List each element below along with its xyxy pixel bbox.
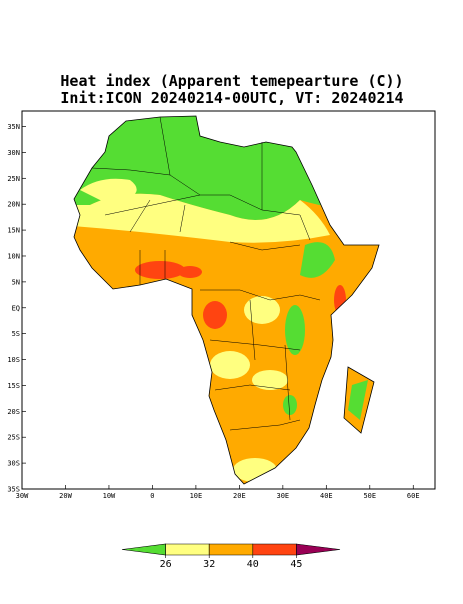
y-tick-label: 30S xyxy=(7,460,20,468)
coastline xyxy=(73,115,380,485)
y-tick-label: 30N xyxy=(7,149,20,157)
y-tick-label: 35N xyxy=(7,123,20,131)
y-tick-label: 10S xyxy=(7,356,20,364)
y-tick-label: 25S xyxy=(7,434,20,442)
x-tick-label: 30E xyxy=(277,492,290,500)
y-tick-label: 15N xyxy=(7,227,20,235)
title: Heat index (Apparent temepearture (C)) xyxy=(60,72,403,90)
y-tick-label: 25N xyxy=(7,175,20,183)
y-tick-label: 5S xyxy=(12,330,20,338)
colorbar-label: 32 xyxy=(203,559,215,570)
map-frame xyxy=(21,110,436,490)
x-tick-label: 10E xyxy=(190,492,203,500)
colorbar-segment xyxy=(252,543,297,556)
y-tick-label: 15S xyxy=(7,382,20,390)
borders xyxy=(91,116,321,431)
y-tick-label: 5N xyxy=(12,278,20,286)
y-tick-label: 35S xyxy=(7,486,20,494)
colorbar-segment xyxy=(121,543,166,556)
x-tick-label: 20W xyxy=(59,492,72,500)
x-tick-label: 50E xyxy=(363,492,376,500)
y-tick-label: 20N xyxy=(7,201,20,209)
colorbar-segment xyxy=(296,543,341,556)
colorbar-label: 26 xyxy=(160,559,172,570)
x-tick-label: 10W xyxy=(103,492,116,500)
madagascar-green xyxy=(348,380,368,420)
subtitle: Init:ICON 20240214-00UTC, VT: 20240214 xyxy=(60,89,403,107)
x-tick-label: 30W xyxy=(16,492,29,500)
x-tick-label: 60E xyxy=(407,492,420,500)
colorbar: 26 32 40 45 xyxy=(121,543,341,570)
y-tick-label: EQ xyxy=(12,304,20,312)
y-tick-label: 10N xyxy=(7,252,20,260)
colorbar-segment xyxy=(208,543,254,556)
y-tick-label: 20S xyxy=(7,408,20,416)
colorbar-label: 45 xyxy=(290,559,302,570)
colorbar-segment xyxy=(165,543,210,556)
heat-field xyxy=(74,116,379,484)
colorbar-label: 40 xyxy=(247,559,259,570)
x-tick-label: 20E xyxy=(233,492,246,500)
x-tick-label: 0 xyxy=(150,492,154,500)
x-tick-label: 40E xyxy=(320,492,333,500)
